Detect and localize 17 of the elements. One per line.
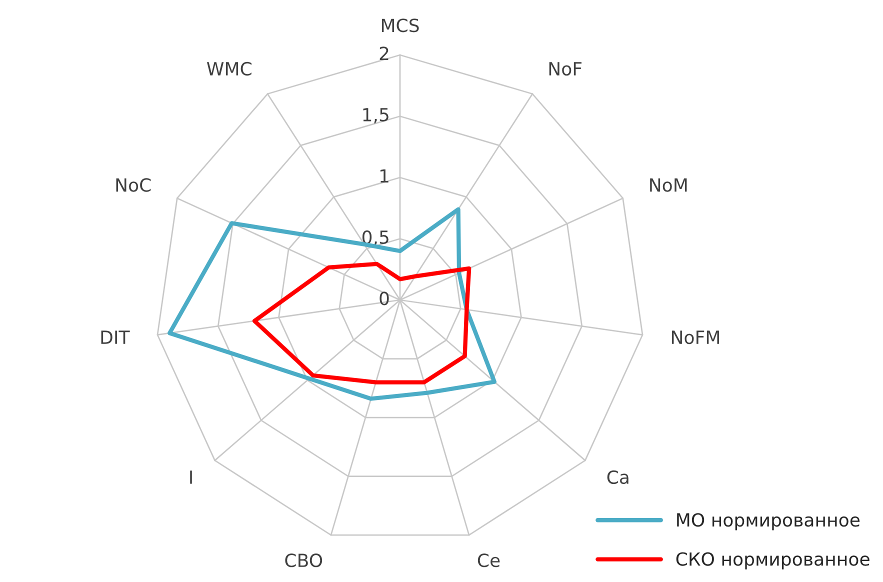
spoke-label: NoFM xyxy=(672,330,719,344)
y-tick-label: 2 xyxy=(380,46,388,60)
y-tick-label: 0 xyxy=(380,292,389,306)
spoke-label: MCS xyxy=(382,18,419,32)
legend-label: СКО нормированное xyxy=(676,552,870,570)
spoke-label: Ca xyxy=(607,470,628,484)
spoke-label: I xyxy=(190,470,192,484)
spoke-label: CBO xyxy=(285,554,322,568)
spoke-label: NoF xyxy=(549,62,582,76)
spoke-label: Ce xyxy=(478,554,500,568)
spoke-label: NoM xyxy=(650,178,687,192)
spoke-label: WMC xyxy=(206,62,252,76)
spoke-label: DIT xyxy=(101,330,130,344)
y-tick-label: 1,5 xyxy=(363,108,388,124)
spoke-label: NoC xyxy=(116,178,151,192)
y-tick-label: 1 xyxy=(380,169,388,182)
legend-label: МО нормированное xyxy=(677,513,860,530)
